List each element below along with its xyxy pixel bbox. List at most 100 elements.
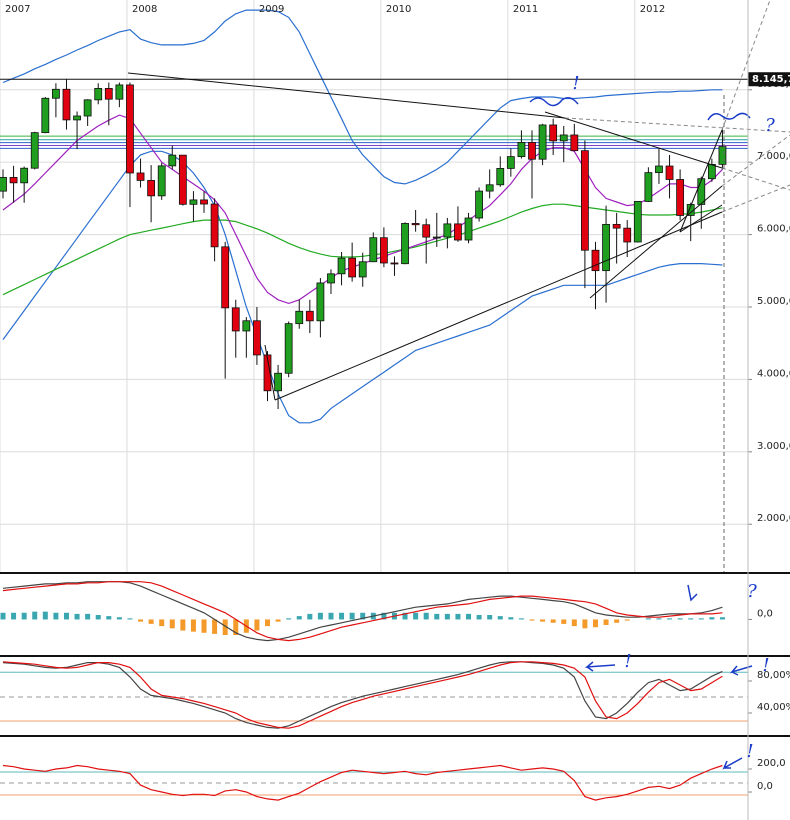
histogram-bar — [42, 611, 48, 620]
histogram-bar — [180, 619, 186, 631]
histogram-bar — [667, 618, 673, 620]
histogram-bar — [106, 616, 112, 620]
x-tick-label: 2009 — [259, 4, 284, 15]
candle-body — [485, 184, 494, 192]
y-tick-label: 40,00% — [757, 702, 790, 713]
histogram-bar — [53, 612, 59, 620]
candle-body — [189, 199, 198, 205]
candle-body — [401, 223, 409, 265]
histogram-bar — [275, 619, 281, 622]
scribble — [707, 112, 751, 121]
arrow — [687, 584, 698, 602]
candle-body — [665, 165, 674, 180]
plot-layers: 2.000,0 3.000,0 4.000,0 5.000,0 6.000,0 7.000… — [0, 0, 790, 801]
panel: 200,0 0,0 — [0, 758, 786, 801]
drawings — [127, 0, 790, 770]
candle-body — [52, 88, 60, 99]
plot-area — [0, 581, 725, 642]
histogram-bar — [95, 615, 101, 620]
candle-body — [231, 307, 240, 332]
y-tick-label: 0,0 — [757, 781, 773, 792]
candle-body — [612, 223, 621, 229]
histogram-bar — [571, 619, 577, 627]
histogram-bar — [116, 617, 122, 620]
trend-line — [564, 117, 790, 133]
histogram-bar — [169, 619, 175, 629]
candle-body — [284, 323, 293, 374]
candle-body — [221, 246, 230, 309]
candle-body — [602, 223, 610, 272]
histogram-bar — [518, 618, 524, 620]
histogram-bar — [487, 615, 493, 620]
arrow — [722, 757, 743, 770]
candle-body — [443, 223, 452, 238]
panel: 2.000,0 3.000,0 4.000,0 5.000,0 6.000,0 7.000… — [0, 0, 790, 572]
histogram-bar — [582, 619, 588, 629]
annotation: ! — [746, 741, 753, 762]
histogram-bar — [339, 612, 345, 620]
histogram-bar — [677, 618, 683, 620]
trend-line — [721, 134, 790, 187]
candle-body — [115, 84, 124, 100]
candle-body — [676, 179, 685, 216]
candle-body — [517, 142, 526, 158]
histogram-bar — [148, 619, 154, 624]
plot-area — [0, 764, 748, 801]
indicator-line — [2, 764, 723, 801]
trend-line — [721, 184, 790, 213]
histogram-bar — [561, 619, 567, 624]
histogram-bar — [645, 618, 651, 620]
y-tick-label: 200,0 — [757, 758, 786, 769]
candle-body — [496, 168, 505, 186]
histogram-bar — [719, 617, 725, 620]
histogram-bar — [698, 618, 704, 620]
candle-body — [178, 154, 187, 205]
histogram-bar — [212, 619, 218, 634]
histogram-bar — [159, 619, 165, 627]
indicator-line — [2, 661, 723, 729]
candle-body — [369, 237, 378, 263]
x-tick-label: 2007 — [5, 4, 30, 15]
panel: 0,0 — [0, 581, 773, 642]
candle-body — [644, 172, 653, 202]
histogram-bar — [328, 612, 334, 620]
candle-body — [528, 142, 536, 160]
candle-body — [157, 165, 166, 197]
x-tick-label: 2010 — [386, 4, 411, 15]
histogram-bar — [540, 619, 546, 622]
y-tick-label: 2.000,0 — [757, 513, 790, 524]
histogram-bar — [413, 612, 419, 620]
candle-body — [126, 84, 134, 174]
trend-line — [274, 211, 723, 401]
candle-body — [718, 146, 727, 165]
y-tick-label: 0,0 — [757, 608, 773, 619]
histogram-bar — [254, 619, 260, 631]
candle-body — [41, 97, 50, 134]
y-tick-label: 80,00% — [757, 670, 790, 681]
annotation: ? — [765, 115, 775, 136]
histogram-bar — [0, 612, 6, 620]
histogram-bar — [138, 619, 144, 622]
candle-body — [549, 124, 558, 142]
candle-body — [263, 354, 272, 392]
histogram-bar — [497, 616, 503, 620]
histogram-bar — [476, 615, 482, 620]
histogram-bar — [233, 619, 239, 635]
histogram-bar — [402, 612, 408, 620]
candle-body — [147, 180, 156, 197]
trend-line — [589, 185, 723, 299]
histogram-bar — [656, 618, 662, 620]
candle-body — [0, 176, 7, 192]
histogram-bar — [688, 618, 694, 620]
price-label: 8.145,7 — [752, 74, 790, 85]
histogram-bar — [709, 617, 715, 620]
candle-body — [348, 257, 357, 278]
arrow — [584, 661, 616, 672]
price-box — [748, 72, 790, 87]
x-tick-label: 2012 — [640, 4, 665, 15]
candle-body — [697, 178, 706, 205]
candle-body — [506, 156, 515, 169]
plot-area — [0, 0, 748, 572]
